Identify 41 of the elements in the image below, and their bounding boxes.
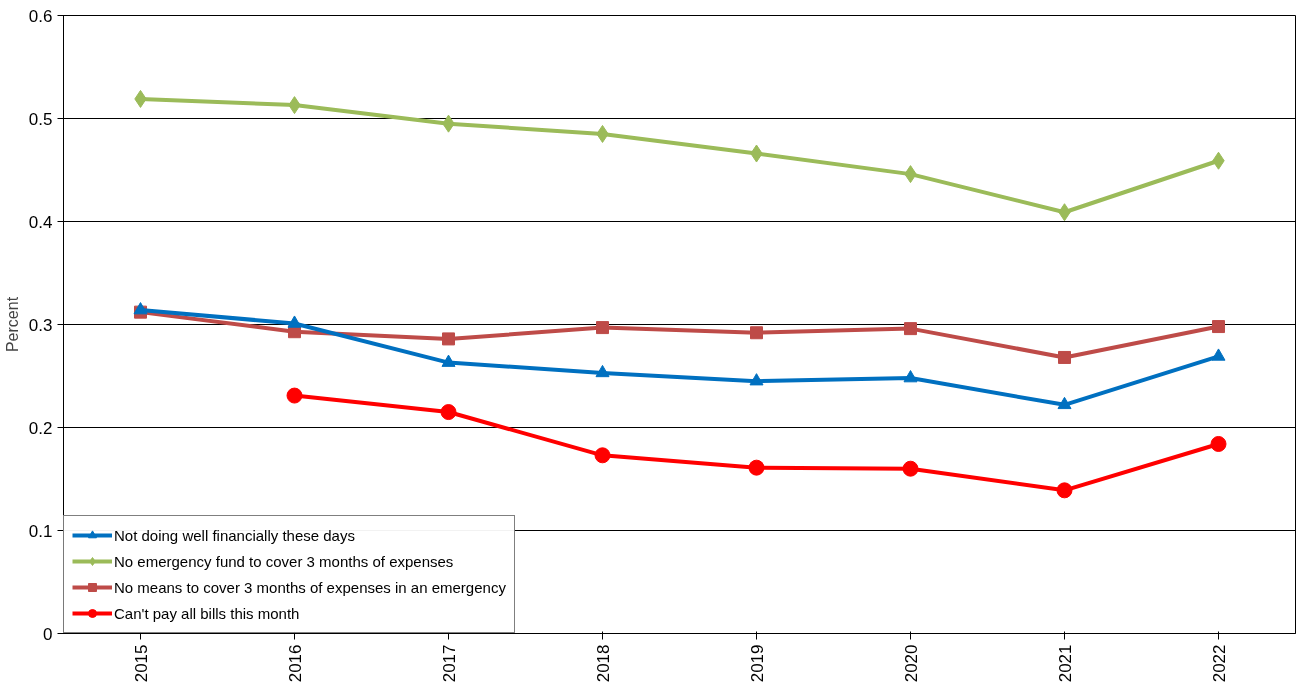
point [1212,320,1225,334]
y-axis-title: Percent [3,296,21,353]
point [903,370,918,383]
point [904,322,917,336]
x-tick-label: 2017 [439,644,459,683]
point [441,354,456,367]
point [133,302,148,315]
point [595,364,610,378]
y-tick-label: 0 [43,624,53,644]
point [442,332,455,346]
x-tick-label: 2016 [285,644,305,683]
x-tick-label: 2022 [1209,644,1229,683]
x-tick-label: 2020 [901,644,921,683]
point [749,373,764,386]
point [1210,435,1227,452]
y-tick-label: 0.4 [28,212,53,232]
point [1056,482,1073,499]
point [286,387,303,404]
x-tick-label: 2019 [747,644,767,683]
x-tick-label: 2018 [593,644,613,683]
point [594,447,611,464]
legend-label: No emergency fund to cover 3 months of expenses [114,551,454,572]
point [748,459,765,476]
y-tick-label: 0.5 [28,109,53,129]
point [596,321,609,335]
point [440,404,457,421]
legend-label: Can't pay all bills this month [114,603,300,624]
y-tick-label: 0.2 [28,418,53,438]
y-tick-label: 0.6 [28,6,53,26]
point [750,326,763,340]
y-tick-label: 0.1 [28,521,53,541]
point [1211,348,1226,361]
legend-label: No means to cover 3 months of expenses in an emergency [114,577,506,598]
point [902,460,919,477]
legend-label: Not doing well financially these days [114,525,355,546]
y-tick-label: 0.3 [28,315,53,335]
point [287,315,302,328]
point [1058,350,1071,364]
point [1057,396,1072,410]
x-tick-label: 2015 [131,644,151,683]
x-tick-label: 2021 [1055,644,1075,683]
